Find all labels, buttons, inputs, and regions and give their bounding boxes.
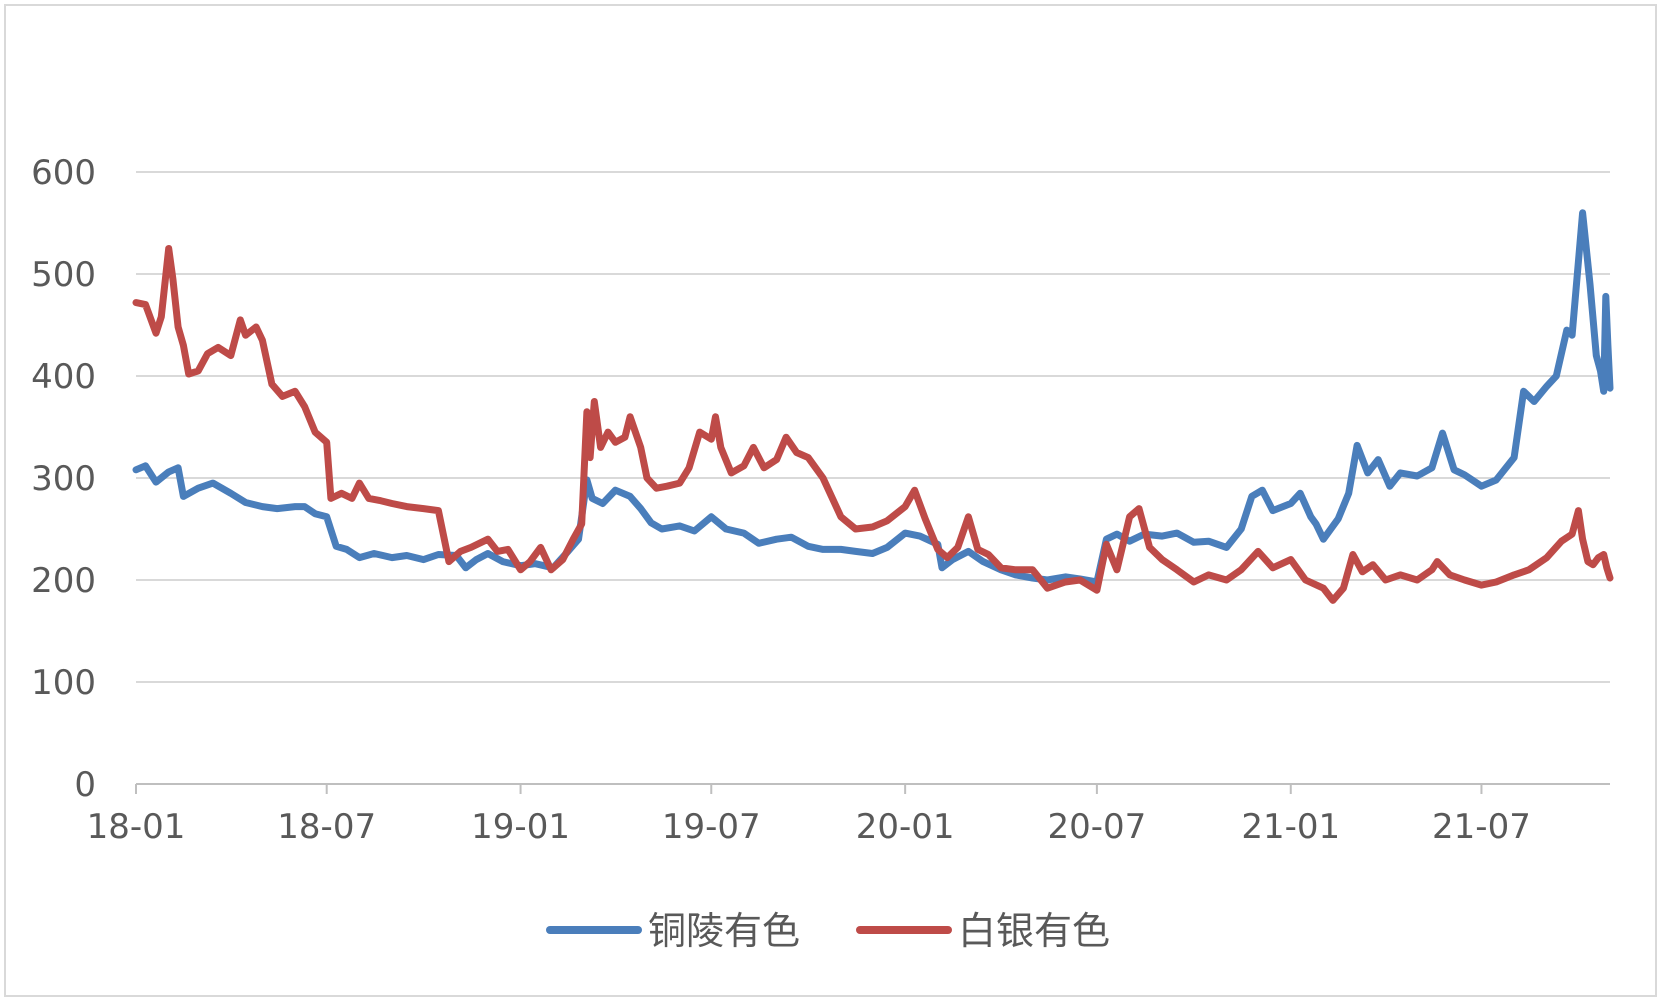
y-axis-tick-labels: 0 100 200 300 400 500 600 <box>31 153 96 805</box>
legend-label: 白银有色 <box>958 909 1110 953</box>
x-tick-label: 19-01 <box>471 807 570 847</box>
y-tick-label: 600 <box>31 153 96 193</box>
x-tick-label: 19-07 <box>662 807 761 847</box>
series-lines <box>132 209 1614 604</box>
y-tick-label: 400 <box>31 357 96 397</box>
legend-item: 白银有色 <box>856 909 1110 953</box>
x-tick-label: 18-01 <box>87 807 186 847</box>
legend: 铜陵有色 白银有色 <box>546 909 1110 953</box>
y-tick-label: 200 <box>31 561 96 601</box>
gridlines <box>136 171 1610 683</box>
y-tick-label: 300 <box>31 459 96 499</box>
y-tick-label: 100 <box>31 663 96 703</box>
x-tick-label: 18-07 <box>277 807 376 847</box>
legend-item: 铜陵有色 <box>546 909 800 953</box>
y-tick-label: 500 <box>31 255 96 295</box>
y-tick-label: 0 <box>74 765 96 805</box>
x-axis: 18-01 18-07 19-01 19-07 20-01 20-07 21-01 21-07 <box>87 783 1610 847</box>
series-line-2 <box>132 245 1614 604</box>
x-tick-label: 20-01 <box>856 807 955 847</box>
x-tick-label: 21-07 <box>1432 807 1531 847</box>
x-tick-label: 20-07 <box>1047 807 1146 847</box>
x-tick-label: 21-01 <box>1241 807 1340 847</box>
legend-label: 铜陵有色 <box>648 909 800 953</box>
